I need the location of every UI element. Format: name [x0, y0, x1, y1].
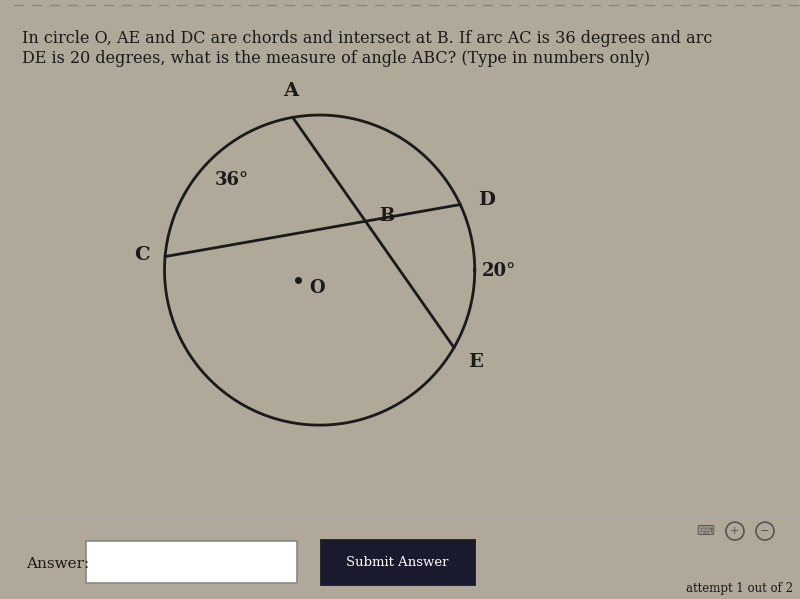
Text: A: A: [283, 83, 298, 101]
FancyBboxPatch shape: [320, 539, 474, 585]
Text: Answer:: Answer:: [26, 557, 90, 571]
Text: −: −: [760, 526, 770, 536]
Text: C: C: [134, 246, 150, 264]
Text: E: E: [468, 353, 483, 371]
Text: B: B: [379, 207, 394, 225]
Text: attempt 1 out of 2: attempt 1 out of 2: [686, 582, 793, 595]
Text: O: O: [310, 279, 326, 297]
Text: Submit Answer: Submit Answer: [346, 555, 449, 568]
Text: 36°: 36°: [214, 171, 249, 189]
Text: D: D: [478, 190, 495, 208]
Text: 20°: 20°: [482, 262, 517, 280]
FancyBboxPatch shape: [86, 541, 297, 583]
Text: ⌨: ⌨: [696, 525, 714, 538]
Text: +: +: [730, 526, 740, 536]
Text: In circle O, AE and DC are chords and intersect at B. If arc AC is 36 degrees an: In circle O, AE and DC are chords and in…: [22, 30, 713, 66]
